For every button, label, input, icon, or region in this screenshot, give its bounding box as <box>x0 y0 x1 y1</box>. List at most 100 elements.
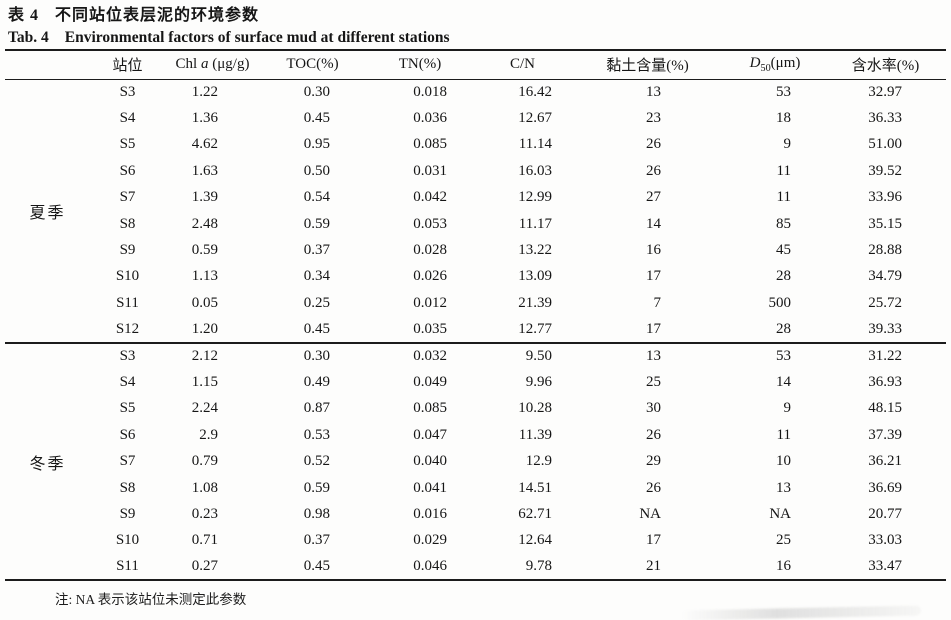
table-title-en: Tab. 4 Environmental factors of surface m… <box>8 26 951 49</box>
value-toc: 0.87 <box>303 400 330 417</box>
value-water-content: 36.21 <box>868 453 902 470</box>
table-title-zh-text: 不同站位表层泥的环境参数 <box>55 7 260 24</box>
value-chl-a: 1.20 <box>191 320 218 337</box>
table-row-summer-s3: 夏季 S3 1.22 0.30 0.018 16.42 13 53 32.97 <box>5 79 946 222</box>
value-tn: 0.031 <box>413 162 447 179</box>
value-d50: 28 <box>776 268 791 285</box>
table-row-summer-s9: S9 0.59 0.37 0.028 13.22 16 45 28.88 <box>5 237 946 263</box>
value-tn: 0.041 <box>413 479 447 496</box>
value-toc: 0.59 <box>303 215 330 232</box>
value-c-n: 16.03 <box>518 162 552 179</box>
value-tn: 0.046 <box>413 558 447 575</box>
station-id: S3 <box>90 341 165 370</box>
table-row-winter-s6: S6 2.9 0.53 0.047 11.39 26 11 37.39 <box>5 422 946 448</box>
value-water-content: 31.22 <box>825 341 946 370</box>
value-tn: 0.035 <box>413 320 447 337</box>
table-row-winter-s4: S4 1.15 0.49 0.049 9.96 25 14 36.93 <box>5 369 946 395</box>
station-id: S10 <box>115 532 140 549</box>
value-chl-a: 2.48 <box>191 215 218 232</box>
value-water-content: 36.69 <box>868 479 902 496</box>
value-water-content: 36.33 <box>868 110 902 127</box>
value-tn: 0.029 <box>413 532 447 549</box>
value-chl-a: 0.23 <box>191 505 218 522</box>
table-row-winter-s7: S7 0.79 0.52 0.040 12.9 29 10 36.21 <box>5 448 946 474</box>
value-d50: 18 <box>776 110 791 127</box>
col-header-station: 站位 <box>90 50 165 80</box>
value-tn: 0.026 <box>413 268 447 285</box>
value-clay-content: 17 <box>646 532 661 549</box>
table-header: 站位 Chl a (μg/g) TOC(%) TN(%) C/N 黏土含量(%) D50(μ… <box>5 50 946 80</box>
value-chl-a: 2.12 <box>165 341 260 370</box>
value-clay-content: 14 <box>646 215 661 232</box>
value-water-content: 39.52 <box>868 162 902 179</box>
table-row-summer-s7: S7 1.39 0.54 0.042 12.99 27 11 33.96 <box>5 185 946 211</box>
value-toc: 0.34 <box>303 268 330 285</box>
value-clay-content: 13 <box>646 83 661 100</box>
value-tn: 0.085 <box>413 400 447 417</box>
value-tn: 0.085 <box>413 136 447 153</box>
value-chl-a: 4.62 <box>191 136 218 153</box>
value-clay-content: 17 <box>646 320 661 337</box>
station-id: S8 <box>119 215 136 232</box>
table-title-en-text: Environmental factors of surface mud at … <box>64 29 450 46</box>
station-id: S11 <box>116 294 139 311</box>
station-id: S3 <box>119 83 136 100</box>
value-c-n: 16.42 <box>518 83 552 100</box>
table-row-winter-s10: S10 0.71 0.37 0.029 12.64 17 25 33.03 <box>5 528 946 554</box>
value-toc: 0.25 <box>303 294 330 311</box>
value-c-n: 12.9 <box>525 453 552 470</box>
season-label-summer: 夏季 <box>29 204 66 222</box>
value-toc: 0.30 <box>260 341 365 370</box>
value-tn: 0.018 <box>413 83 447 100</box>
value-toc: 0.37 <box>303 532 330 549</box>
col-header-water-content: 含水率(%) <box>825 50 946 80</box>
value-c-n: 14.51 <box>518 479 552 496</box>
value-clay-content: 26 <box>646 136 661 153</box>
value-water-content: 34.79 <box>868 268 902 285</box>
value-tn: 0.047 <box>413 426 447 443</box>
value-chl-a: 1.08 <box>191 479 218 496</box>
value-clay-content: 26 <box>646 426 661 443</box>
station-id: S6 <box>119 426 136 443</box>
station-id: S7 <box>119 453 136 470</box>
value-d50: 25 <box>776 532 791 549</box>
value-clay-content: 23 <box>646 110 661 127</box>
value-tn: 0.016 <box>413 505 447 522</box>
value-water-content: 32.97 <box>868 83 902 100</box>
value-toc: 0.52 <box>303 453 330 470</box>
col-header-chl-a: Chl a (μg/g) <box>165 50 260 80</box>
value-clay-content: 25 <box>646 373 661 390</box>
value-water-content: 37.39 <box>868 426 902 443</box>
station-id: S8 <box>119 479 136 496</box>
table-row-summer-s8: S8 2.48 0.59 0.053 11.17 14 85 35.15 <box>5 211 946 237</box>
value-toc: 0.95 <box>303 136 330 153</box>
value-c-n: 10.28 <box>518 400 552 417</box>
environmental-factors-table: 站位 Chl a (μg/g) TOC(%) TN(%) C/N 黏土含量(%) D50(μ… <box>5 49 946 582</box>
value-d50: 11 <box>776 426 791 443</box>
value-c-n: 12.99 <box>518 189 552 206</box>
value-c-n: 62.71 <box>518 505 552 522</box>
value-chl-a: 0.79 <box>191 453 218 470</box>
table-number-zh: 表 4 <box>8 7 40 24</box>
table-title-zh: 表 4 不同站位表层泥的环境参数 <box>8 5 951 26</box>
table-caption: 表 4 不同站位表层泥的环境参数 Tab. 4 Environmental fact… <box>0 0 951 49</box>
value-c-n: 9.96 <box>525 373 552 390</box>
value-d50: 11 <box>776 162 791 179</box>
table-row-summer-s11: S11 0.05 0.25 0.012 21.39 7 500 25.72 <box>5 290 946 316</box>
station-id: S11 <box>116 558 139 575</box>
station-id: S5 <box>119 136 136 153</box>
station-id: S7 <box>119 189 136 206</box>
table-row-winter-s9: S9 0.23 0.98 0.016 62.71 NA NA 20.77 <box>5 501 946 527</box>
value-c-n: 12.64 <box>518 532 552 549</box>
value-d50: 45 <box>776 242 791 259</box>
value-d50: 16 <box>776 558 791 575</box>
value-water-content: 48.15 <box>868 400 902 417</box>
col-header-clay-content: 黏土含量(%) <box>570 50 725 80</box>
value-d50: 28 <box>776 320 791 337</box>
value-d50: NA <box>769 505 791 522</box>
value-c-n: 9.50 <box>475 341 570 370</box>
station-id: S4 <box>119 373 136 390</box>
value-toc: 0.45 <box>303 320 330 337</box>
value-d50: 53 <box>725 341 825 370</box>
